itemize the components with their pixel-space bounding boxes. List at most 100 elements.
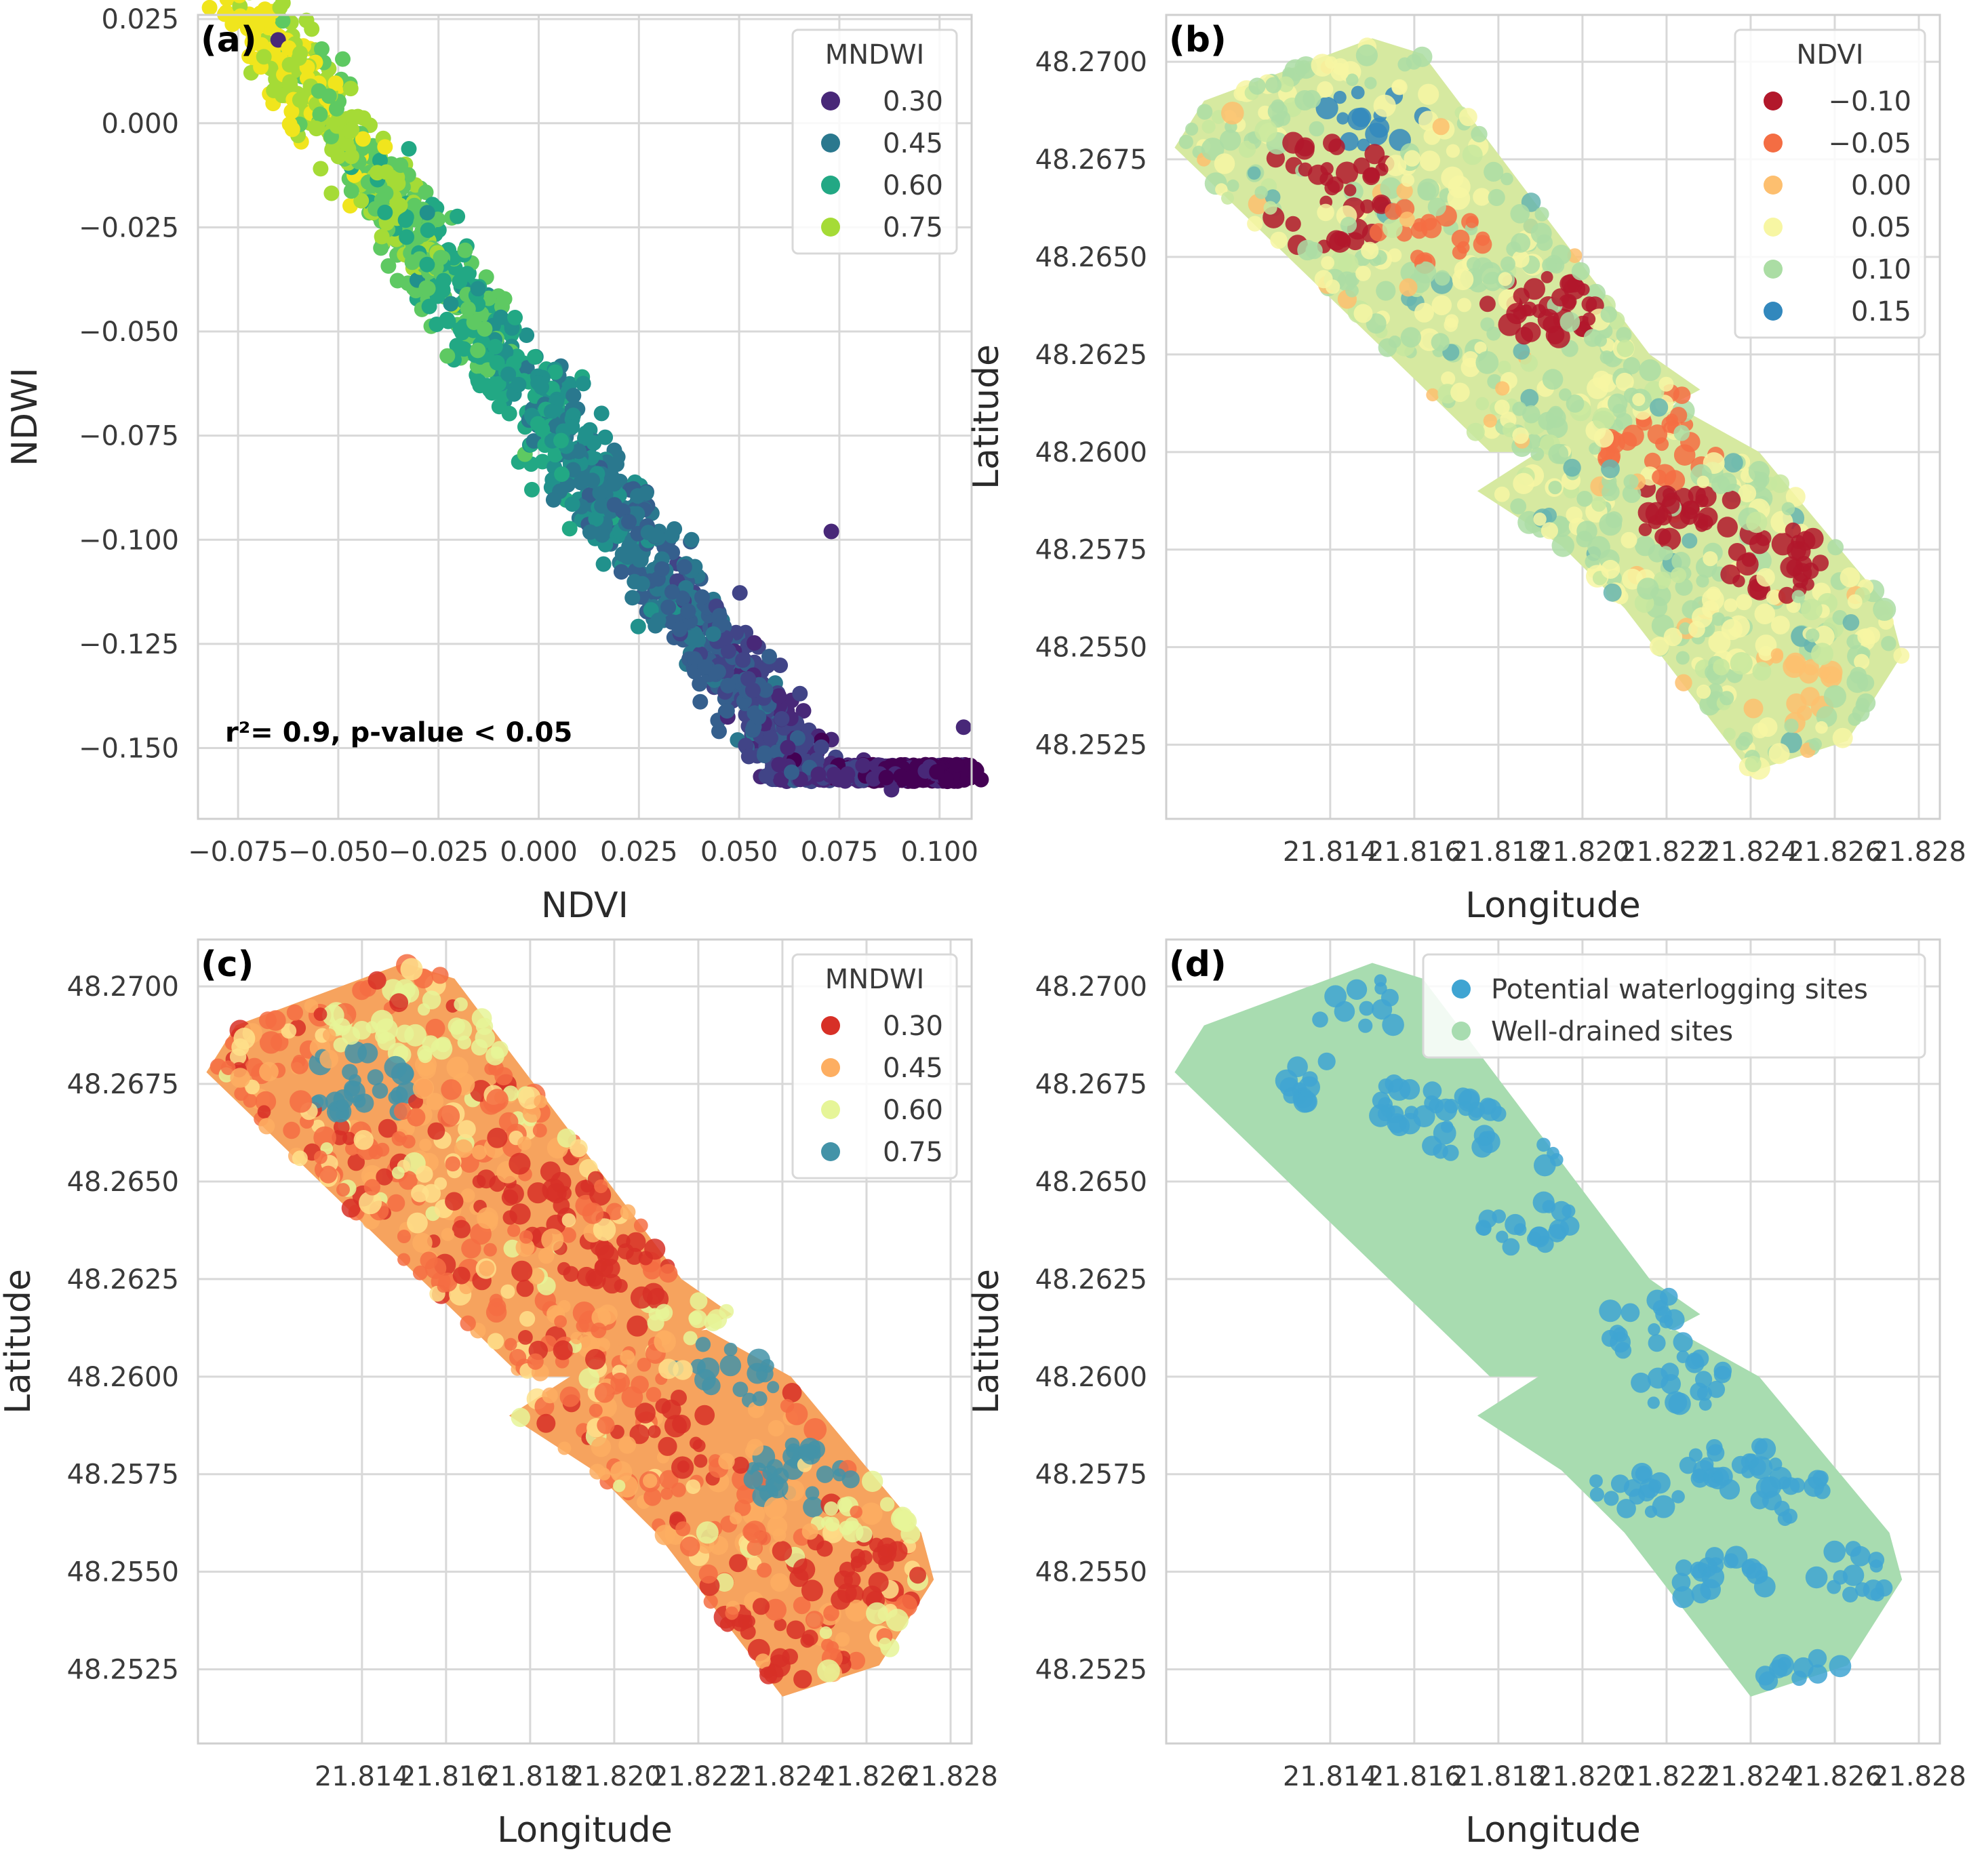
- data-point: [367, 971, 386, 990]
- data-point: [487, 339, 503, 355]
- data-point: [380, 258, 397, 274]
- data-point: [1652, 1495, 1675, 1518]
- x-tick-label: 21.816: [399, 1761, 494, 1792]
- data-point: [1784, 719, 1799, 733]
- legend-title: MNDWI: [825, 39, 925, 70]
- x-tick-label: 21.822: [1619, 836, 1714, 868]
- x-tick-label: 21.824: [1703, 1761, 1798, 1792]
- data-point: [1365, 123, 1388, 146]
- panel-a: −0.075 −0.050 −0.025 0.000 0.025 0.050 0.075 0.…: [5, 0, 989, 926]
- legend-marker: [821, 1058, 840, 1077]
- data-point: [507, 310, 523, 325]
- data-point: [1842, 614, 1860, 631]
- y-tick-label: 48.2600: [1035, 1362, 1147, 1393]
- data-point: [1388, 336, 1401, 348]
- data-point: [862, 1470, 883, 1492]
- data-point: [323, 185, 340, 201]
- data-point: [1466, 422, 1485, 441]
- legend: MNDWI 0.30 0.45 0.60 0.75: [791, 28, 958, 255]
- data-point: [1551, 245, 1572, 265]
- data-point: [1338, 254, 1359, 275]
- data-point: [458, 1120, 476, 1139]
- data-point: [1513, 342, 1530, 360]
- data-point: [1676, 1350, 1690, 1363]
- data-point: [470, 342, 486, 359]
- data-point: [401, 141, 417, 157]
- data-point: [282, 74, 298, 90]
- data-point: [1754, 1438, 1776, 1460]
- data-point: [524, 481, 540, 498]
- data-point: [1698, 1398, 1712, 1411]
- data-point: [1789, 1478, 1806, 1493]
- data-point: [862, 1586, 883, 1607]
- data-point: [1462, 351, 1479, 367]
- data-point: [1675, 1559, 1692, 1577]
- y-tick-label: 48.2600: [1035, 437, 1147, 468]
- data-point: [1324, 56, 1338, 69]
- data-point: [1766, 589, 1782, 605]
- data-point: [1323, 134, 1342, 153]
- data-point: [233, 1028, 256, 1049]
- data-point: [421, 298, 437, 315]
- data-point: [1385, 155, 1407, 176]
- legend-marker: [1764, 302, 1783, 321]
- x-tick-label: 21.818: [1451, 836, 1546, 868]
- data-point: [589, 1403, 603, 1417]
- data-point: [1375, 163, 1389, 176]
- data-point: [489, 355, 505, 371]
- data-point: [817, 1659, 840, 1682]
- y-tick-label: 48.2700: [67, 971, 179, 1003]
- data-point: [1201, 119, 1216, 134]
- data-point: [659, 1470, 679, 1489]
- data-point: [309, 121, 325, 137]
- data-point: [664, 584, 680, 600]
- data-point: [805, 1486, 820, 1500]
- data-point: [479, 1260, 495, 1276]
- data-point: [696, 1521, 719, 1544]
- data-point: [723, 1342, 738, 1356]
- data-point: [1563, 458, 1581, 477]
- data-point: [1431, 333, 1450, 352]
- data-point: [837, 1497, 852, 1512]
- data-point: [545, 491, 561, 508]
- data-point: [257, 1105, 271, 1118]
- data-point: [1827, 539, 1844, 556]
- data-point: [1346, 979, 1368, 1001]
- data-point: [878, 769, 894, 786]
- data-point: [1695, 493, 1709, 508]
- data-point: [1823, 685, 1846, 708]
- panel-label: (b): [1169, 20, 1227, 60]
- data-point: [561, 1227, 576, 1243]
- legend-label: Potential waterlogging sites: [1491, 974, 1868, 1005]
- data-point: [485, 1046, 504, 1066]
- data-point: [1340, 216, 1357, 234]
- data-point: [1809, 738, 1823, 751]
- data-point: [355, 131, 371, 147]
- x-tick-label: 21.814: [1283, 1761, 1378, 1792]
- data-point: [1512, 250, 1530, 268]
- data-point: [1566, 395, 1585, 413]
- data-point: [1396, 182, 1413, 199]
- data-point: [594, 1382, 615, 1403]
- data-point: [658, 1264, 678, 1283]
- data-point: [692, 693, 709, 710]
- data-point: [593, 1218, 616, 1241]
- data-point: [1399, 211, 1415, 228]
- y-tick-label: −0.100: [79, 525, 179, 556]
- data-point: [1385, 1074, 1404, 1093]
- data-point: [757, 682, 774, 698]
- data-point: [1663, 627, 1683, 647]
- data-point: [1303, 89, 1321, 108]
- data-point: [1475, 350, 1499, 374]
- data-point: [1510, 204, 1530, 224]
- data-point: [823, 523, 839, 540]
- data-point: [542, 1387, 558, 1404]
- plot-frame: [197, 14, 973, 820]
- data-point: [1812, 554, 1829, 571]
- data-point: [547, 447, 563, 463]
- data-point: [1275, 1069, 1298, 1093]
- y-axis-label: NDWI: [5, 367, 45, 466]
- data-point: [571, 443, 587, 460]
- data-point: [1382, 218, 1403, 238]
- data-point: [784, 764, 799, 780]
